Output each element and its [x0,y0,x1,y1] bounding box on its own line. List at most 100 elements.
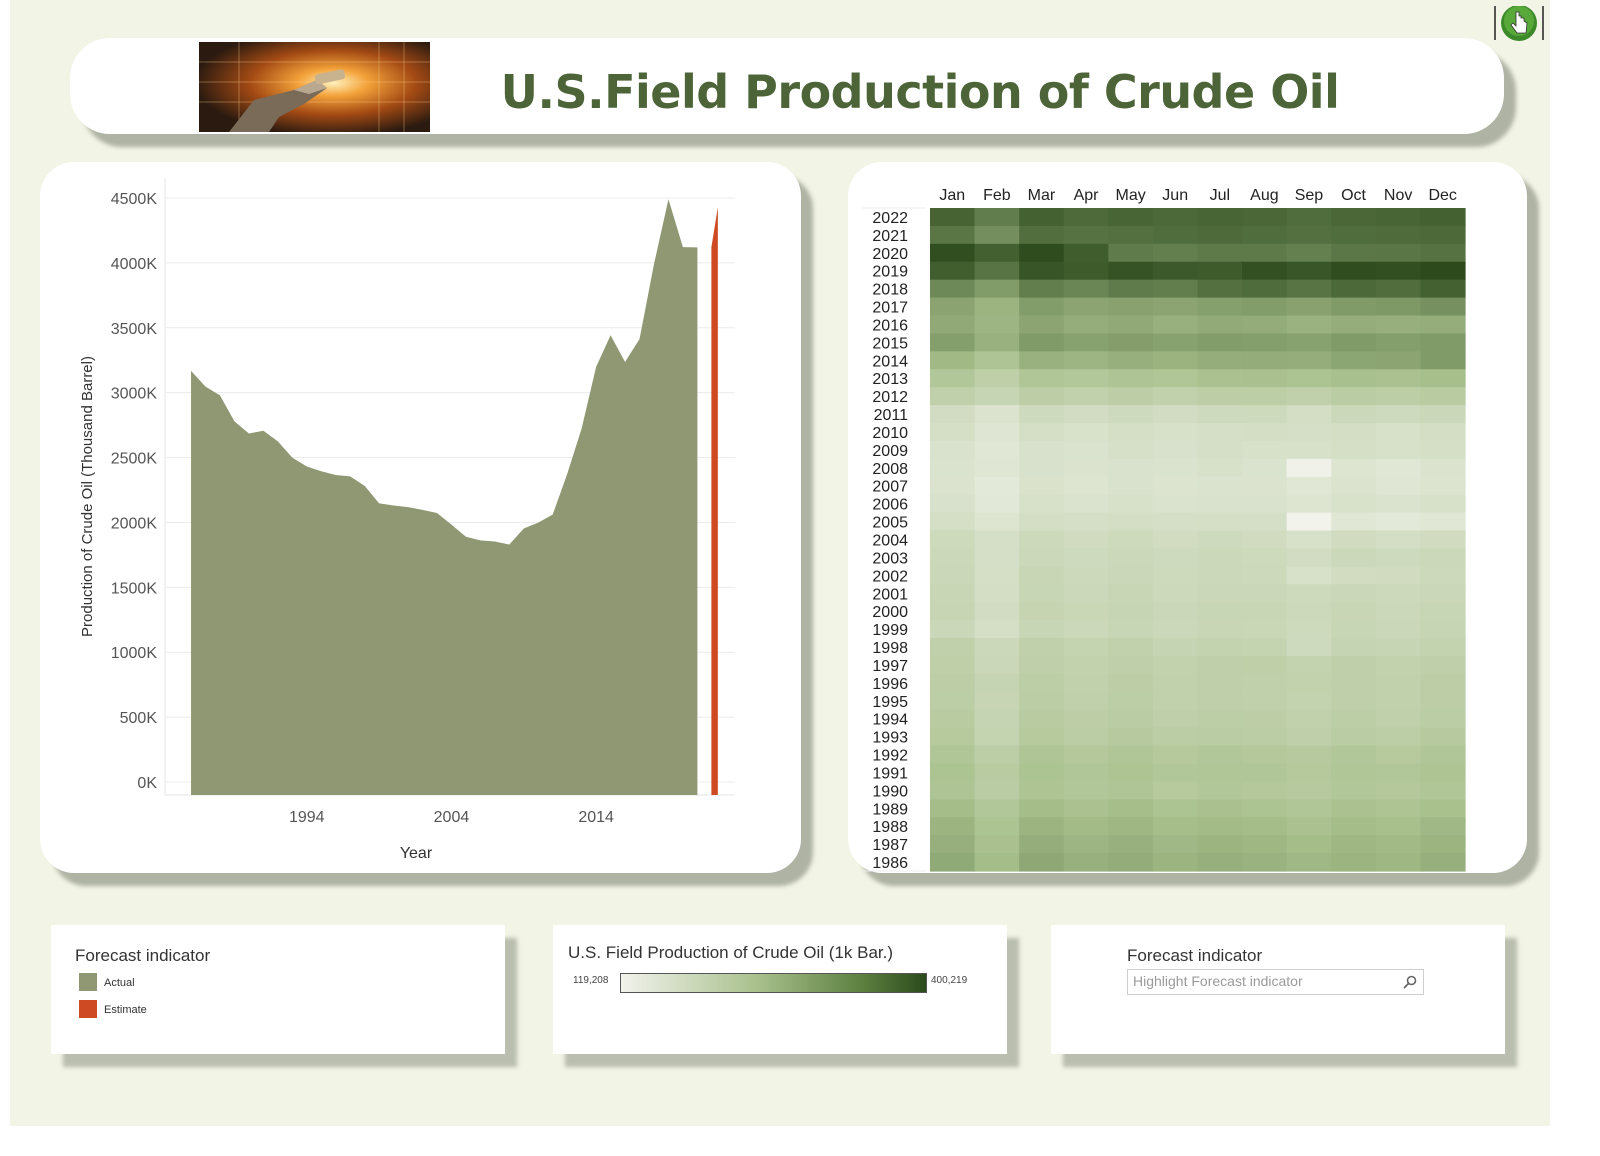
heatmap-cell [1108,333,1154,352]
heatmap-cell [1063,584,1109,603]
heatmap-cell [1420,512,1466,532]
heatmap-cell [1019,387,1065,406]
heatmap-cell [1242,584,1288,603]
heatmap-cell [1420,279,1466,299]
heatmap-cell [1152,781,1199,800]
heatmap-cell [974,727,1020,747]
heatmap-cell [1108,440,1154,460]
heatmap-cell [1152,655,1199,675]
color-scale-max: 400,219 [931,975,968,986]
heatmap-cell [1063,673,1109,693]
heatmap-cell [1108,476,1154,496]
heatmap-cell [1019,315,1065,335]
heatmap-cell [1286,225,1332,245]
month-label: Jan [939,187,965,204]
heatmap-cell [1242,261,1288,281]
heatmap-cell [1242,781,1288,800]
heatmap-cell [1420,727,1466,747]
heatmap-cell [1375,458,1422,478]
heatmap-cell [1331,333,1377,352]
heatmap-cell [1063,279,1109,299]
heatmap-cell [1019,727,1065,747]
heatmap-cell [930,781,976,800]
heatmap-cell [1019,602,1065,621]
heatmap-cell [1108,727,1154,747]
heatmap-cell [1242,440,1288,460]
heatmap-cell [1108,655,1154,675]
year-label: 2018 [872,282,908,299]
year-label: 1999 [872,622,908,639]
heatmap-cell [930,405,976,424]
heatmap-cell [1019,835,1065,854]
heatmap-cell [1420,423,1466,442]
heatmap-cell [974,745,1020,765]
heatmap-cell [1331,620,1377,639]
heatmap-cell [974,297,1020,317]
heatmap-cell [1375,655,1422,675]
heatmap-cell [1152,835,1199,854]
heatmap-cell [974,673,1020,693]
heatmap-cell [1242,369,1288,388]
search-icon[interactable] [1402,974,1418,990]
heatmap-cell [1242,763,1288,783]
heatmap-cell [974,584,1020,603]
heatmap-cell [1420,745,1466,765]
heatmap-cell [1331,440,1377,460]
year-label: 1992 [872,748,908,765]
heatmap-cell [1197,817,1243,836]
year-label: 1988 [872,819,908,836]
heatmap-cell [930,655,976,675]
heatmap-cell [974,458,1020,478]
y-axis-title: Production of Crude Oil (Thousand Barrel… [79,356,96,637]
heatmap-cell [930,315,976,335]
heatmap-cell [930,745,976,765]
heatmap-cell [930,584,976,603]
toolbar-hand-button[interactable] [1494,5,1544,42]
month-label: Mar [1028,187,1056,204]
heatmap-cell [1286,709,1332,729]
heatmap-cell [930,817,976,836]
heatmap-cell [1331,387,1377,406]
area-chart[interactable]: 0K 500K 1000K 1500K 2000K 2500K 3000K 3500K 4000… [40,162,801,873]
year-label: 2005 [872,515,908,532]
heatmap-cell [1197,709,1243,729]
heatmap-cell [1375,673,1422,693]
actual-swatch [79,973,97,991]
heatmap-cell [1331,602,1377,621]
heatmap-cell [1375,620,1422,639]
heatmap-cell [1108,494,1154,514]
heatmap-cell [1108,602,1154,621]
heatmap-cell [1331,530,1377,550]
year-label: 1989 [872,801,908,818]
heatmap-cell [1242,458,1288,478]
area-estimate [711,207,718,795]
heatmap-cell [1063,602,1109,621]
heatmap-cell [930,387,976,406]
year-label: 2003 [872,550,908,567]
heatmap-cell [1420,440,1466,460]
heatmap-cell [1152,351,1199,370]
heatmap-cell [1063,494,1109,514]
heatmap-cell [1242,602,1288,621]
heatmap-cell [1286,369,1332,388]
highlight-search-input[interactable] [1128,970,1393,992]
heatmap-cell [974,315,1020,335]
heatmap-cell [1063,423,1109,442]
heatmap-cell [930,566,976,585]
heatmap-cell [974,440,1020,460]
heatmap-cell [930,351,976,370]
heatmap-cell [1420,602,1466,621]
heatmap-cell [1331,548,1377,567]
heatmap-cell [930,225,976,245]
heatmap-cell [1286,584,1332,603]
heatmap-cell [1420,853,1466,872]
heatmap-cell [1331,279,1377,299]
hero-image [199,42,430,132]
x-tick-label: 2004 [434,809,470,826]
heatmap-cell [1420,817,1466,836]
heatmap-cell [1108,781,1154,800]
heatmap-chart[interactable]: Jan Feb Mar Apr May Jun Jul Aug Sep Oct Nov Dec 2022… [848,162,1527,873]
heatmap-cell [1063,512,1109,532]
heatmap-cell [1420,387,1466,406]
legend-label-estimate: Estimate [104,1004,147,1016]
